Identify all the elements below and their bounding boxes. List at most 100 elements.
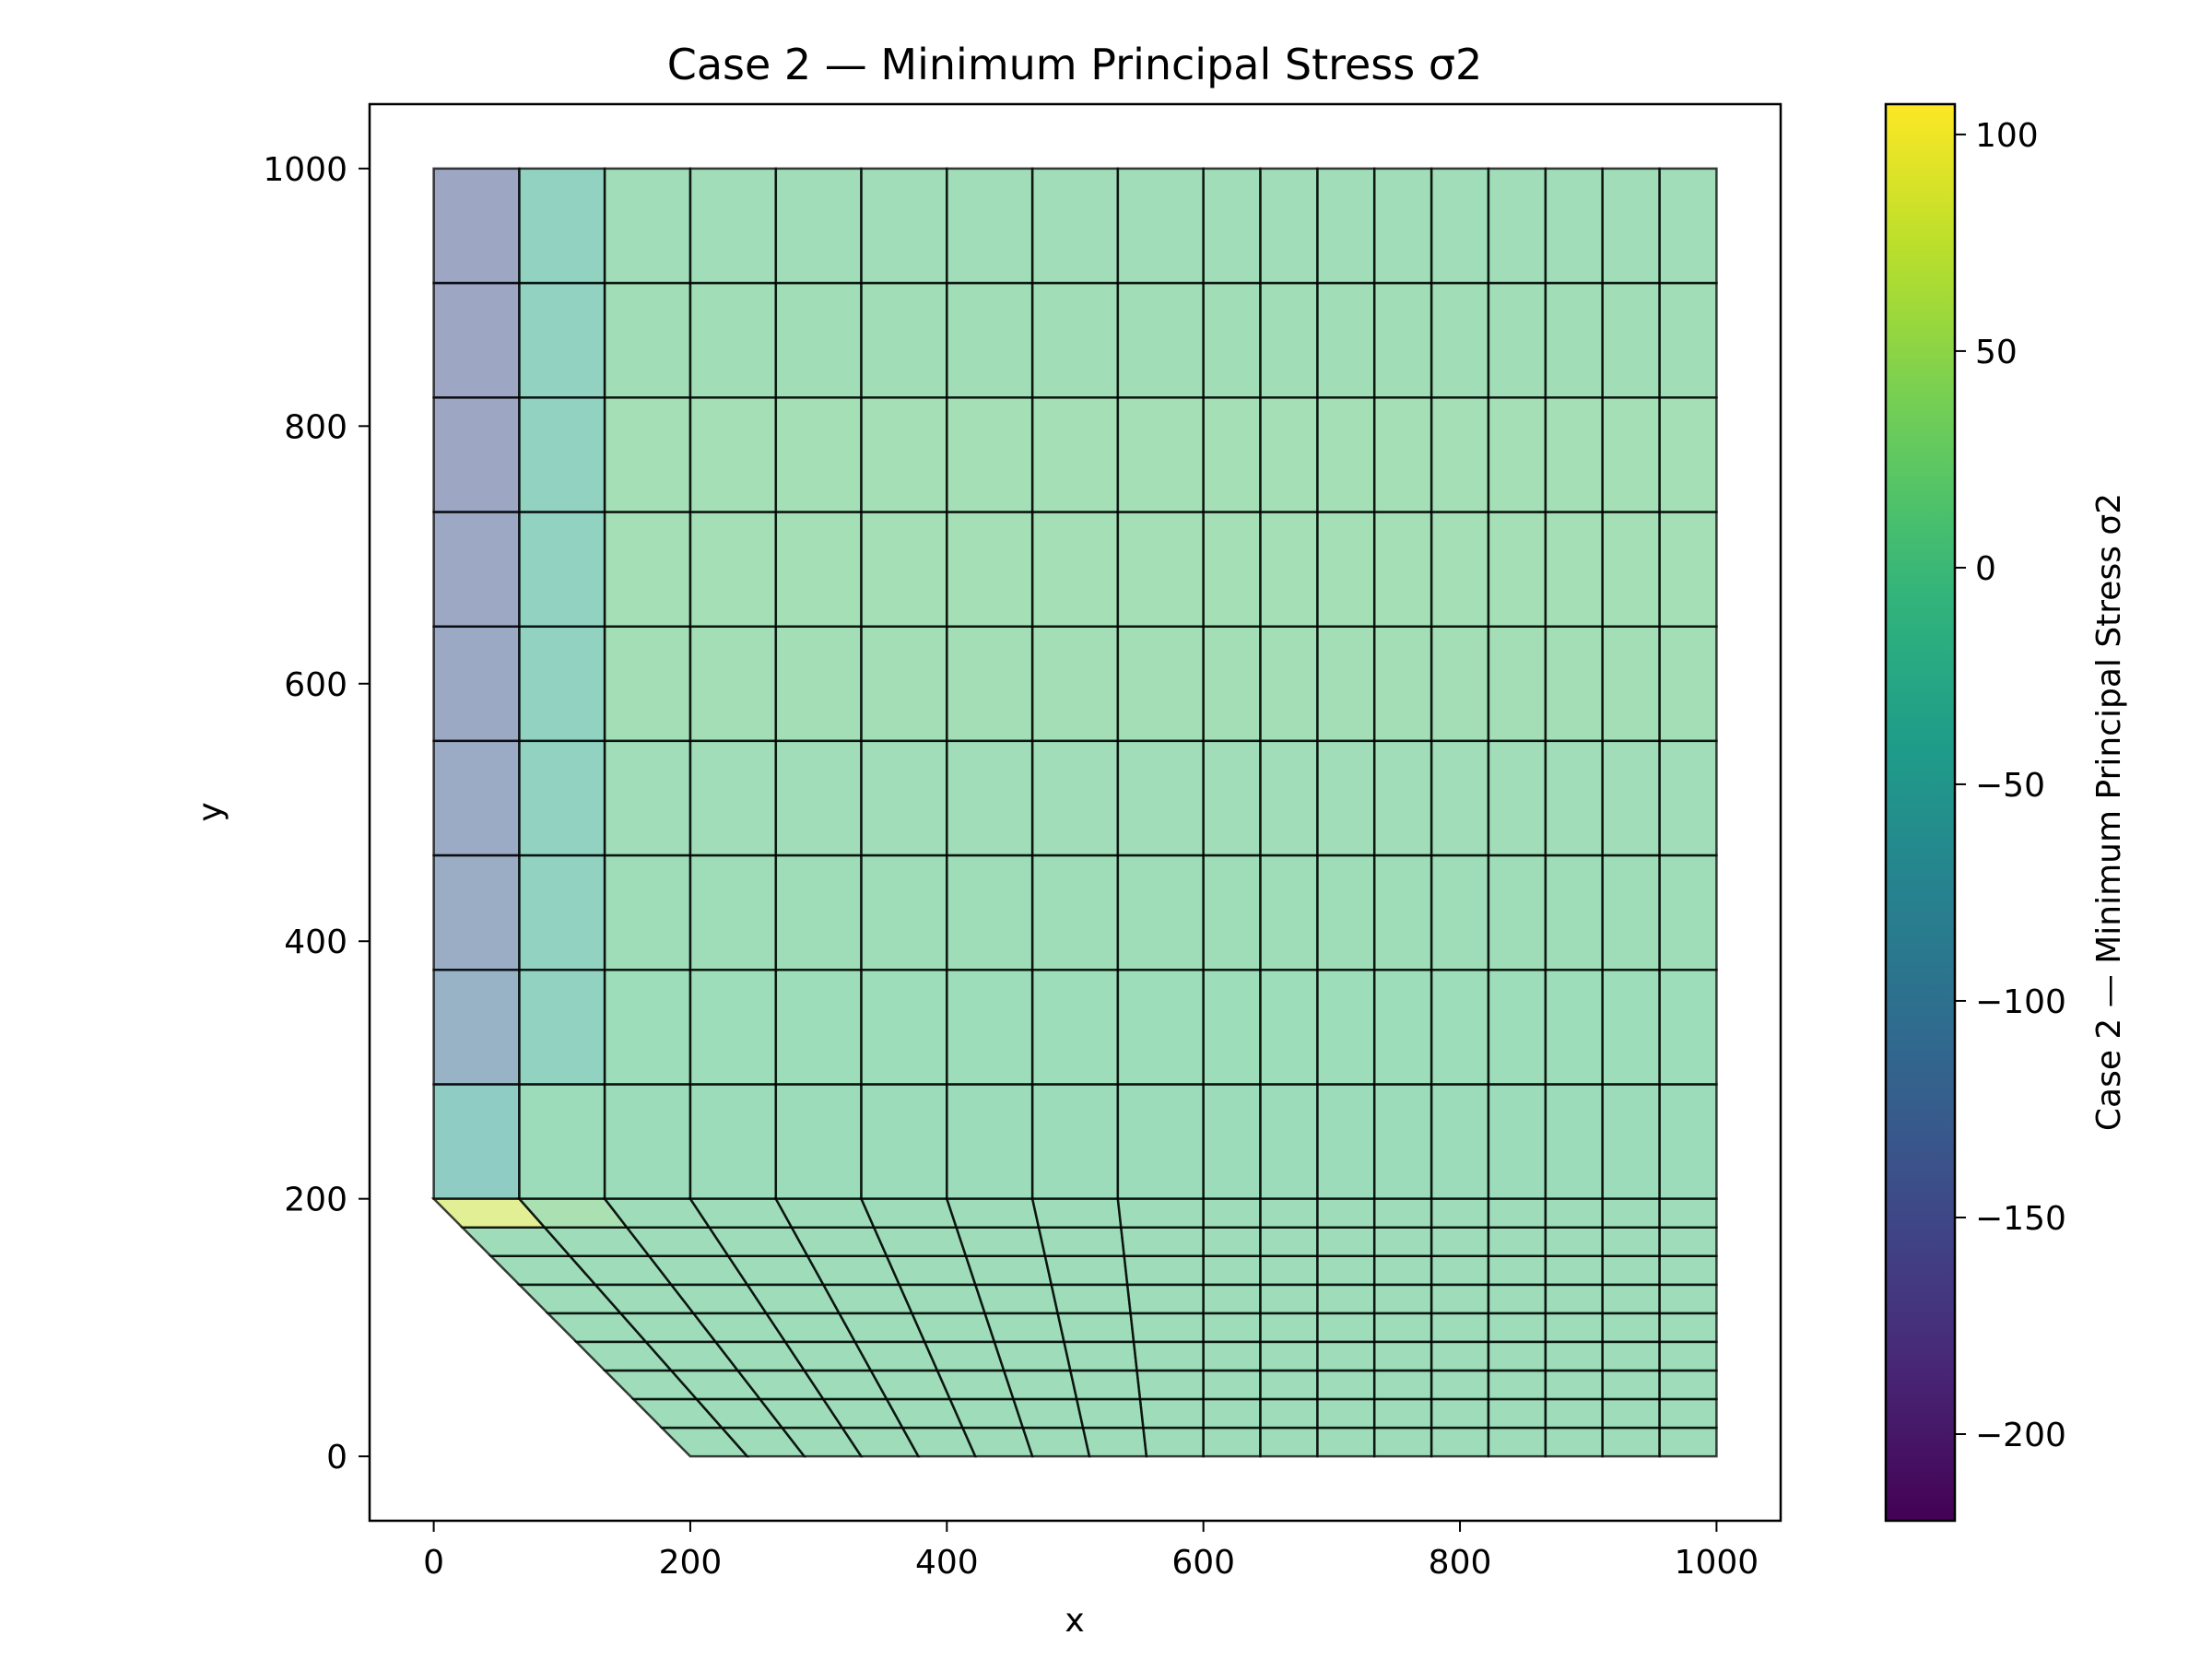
mesh-cell xyxy=(860,167,948,285)
mesh-cell xyxy=(1316,1340,1376,1372)
mesh-cell xyxy=(1487,739,1547,857)
mesh-cell xyxy=(1601,1312,1661,1344)
mesh-cell xyxy=(1487,1254,1547,1287)
mesh-cell xyxy=(1372,625,1433,743)
mesh-cell xyxy=(1601,1283,1661,1315)
mesh-cell xyxy=(1316,1254,1376,1287)
mesh-cell xyxy=(1544,167,1604,285)
mesh-cell xyxy=(1030,1197,1123,1229)
mesh-cell xyxy=(603,625,692,743)
y-tick-label: 1000 xyxy=(263,151,347,189)
mesh-cell xyxy=(518,167,606,285)
mesh-cell xyxy=(1430,396,1490,513)
mesh-cell xyxy=(1430,1397,1490,1430)
mesh-cell xyxy=(774,853,863,971)
mesh-cell xyxy=(1259,281,1319,399)
mesh-cell xyxy=(1259,1083,1319,1200)
mesh-cell xyxy=(1316,1283,1376,1315)
mesh-cell xyxy=(1430,739,1490,857)
mesh-cell xyxy=(1658,281,1718,399)
mesh-cell xyxy=(853,1340,939,1372)
mesh-cell xyxy=(1259,396,1319,513)
mesh-cell xyxy=(1202,968,1262,1086)
mesh-cell xyxy=(946,625,1034,743)
mesh-cell xyxy=(1202,1197,1262,1229)
mesh-cell xyxy=(1062,1340,1138,1372)
mesh-cell xyxy=(1316,167,1376,285)
mesh-cell xyxy=(1430,1083,1490,1200)
mesh-cell xyxy=(1259,511,1319,628)
mesh-cell xyxy=(1119,1226,1205,1258)
mesh-cell xyxy=(1372,1083,1433,1200)
mesh-cell xyxy=(774,396,863,513)
mesh-cell xyxy=(1658,167,1718,285)
mesh-cell xyxy=(603,739,692,857)
mesh-cell xyxy=(1544,281,1604,399)
mesh-cell xyxy=(946,511,1034,628)
mesh-cell xyxy=(1316,1226,1376,1258)
mesh-cell xyxy=(688,853,778,971)
mesh-cell xyxy=(860,281,948,399)
mesh-cell xyxy=(688,281,778,399)
y-axis: 0 200 400 600 800 1000 xyxy=(263,151,370,1477)
mesh-cell xyxy=(1544,1283,1604,1315)
mesh-cell xyxy=(1011,1397,1085,1430)
mesh-cell xyxy=(1259,1397,1319,1430)
mesh-cell xyxy=(860,968,948,1086)
mesh-cell xyxy=(1544,1369,1604,1401)
mesh-cell xyxy=(518,625,606,743)
mesh-cell xyxy=(1030,625,1120,743)
mesh-cell xyxy=(1544,1254,1604,1287)
mesh-cell xyxy=(1487,1197,1547,1229)
mesh-cell xyxy=(1544,1397,1604,1430)
y-tick-label: 600 xyxy=(284,666,347,704)
x-tick-label: 800 xyxy=(1429,1544,1492,1582)
mesh-cell xyxy=(1601,396,1661,513)
mesh-cell xyxy=(885,1254,977,1287)
mesh-cell xyxy=(1544,1426,1604,1458)
mesh-cell xyxy=(946,396,1034,513)
mesh-cell xyxy=(993,1340,1072,1372)
plot-frame xyxy=(368,102,1783,1523)
mesh-cell xyxy=(518,511,606,628)
mesh-cell xyxy=(1116,167,1205,285)
mesh-cell xyxy=(1259,1283,1319,1315)
mesh-cell xyxy=(1372,1369,1433,1401)
mesh-cell xyxy=(1487,281,1547,399)
mesh-cell xyxy=(1129,1312,1205,1344)
mesh-cell xyxy=(1487,625,1547,743)
mesh-cell xyxy=(1259,1340,1319,1372)
mesh-cell xyxy=(518,853,606,971)
mesh-cell xyxy=(1002,1369,1078,1401)
mesh-cell xyxy=(774,511,863,628)
mesh-cell xyxy=(1658,1197,1718,1229)
mesh-cell xyxy=(1430,167,1490,285)
mesh-cell xyxy=(1259,739,1319,857)
mesh-cell xyxy=(1372,167,1433,285)
mesh-cell xyxy=(789,1226,888,1258)
mesh-cell xyxy=(1316,396,1376,513)
mesh-cell xyxy=(806,1254,901,1287)
mesh-cell xyxy=(860,853,948,971)
mesh-cell xyxy=(1601,1083,1661,1200)
x-tick-label: 200 xyxy=(659,1544,723,1582)
mesh-cell xyxy=(946,281,1034,399)
colorbar-tick-label: 50 xyxy=(1975,334,2018,371)
mesh-cell xyxy=(1601,167,1661,285)
mesh-cell xyxy=(1658,1397,1718,1430)
mesh-cell xyxy=(1259,968,1319,1086)
mesh-cell xyxy=(603,511,692,628)
mesh-cell xyxy=(1259,1369,1319,1401)
mesh-cell xyxy=(1116,396,1205,513)
mesh-cell xyxy=(1202,396,1262,513)
mesh-cell xyxy=(946,739,1034,857)
mesh-cell xyxy=(1316,739,1376,857)
colorbar-tick-label: −150 xyxy=(1975,1200,2066,1238)
mesh-cell xyxy=(1316,1397,1376,1430)
mesh-cell xyxy=(1372,739,1433,857)
mesh-cell xyxy=(1601,739,1661,857)
mesh-cell xyxy=(1030,968,1120,1086)
mesh-cell xyxy=(1316,853,1376,971)
mesh-cell xyxy=(1202,1226,1262,1258)
mesh-cell xyxy=(774,281,863,399)
